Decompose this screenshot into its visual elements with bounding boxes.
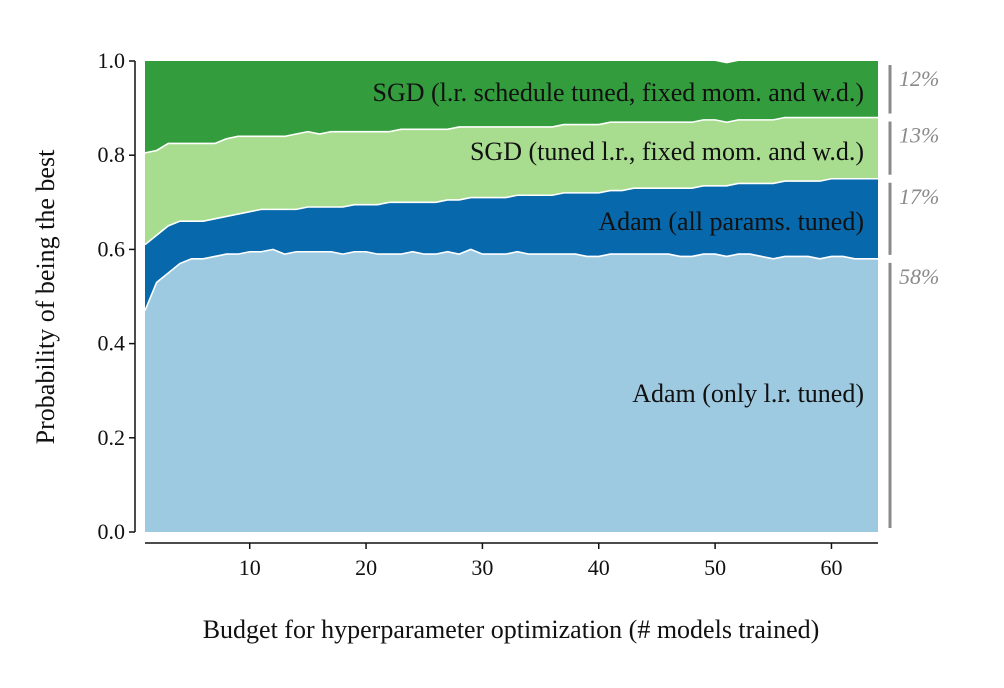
y-tick-label: 0.8 (98, 142, 126, 167)
area-sgd-l-r-schedule-tuned-fixed-mom-and-w-d (145, 61, 878, 153)
x-tick-label: 60 (820, 555, 842, 580)
x-axis-title: Budget for hyperparameter optimization (… (203, 615, 820, 644)
x-tick-label: 40 (588, 555, 610, 580)
series-label-adam-only-l-r-tuned: Adam (only l.r. tuned) (632, 379, 864, 408)
share-label-adam-only-l-r-tuned: 58% (899, 264, 939, 289)
boundary-sgd-tuned-l-r-fixed-mom-and-w-d (144, 116, 878, 154)
y-tick-label: 0.0 (98, 519, 126, 544)
series-label-sgd-tuned-l-r-fixed-mom-and-w-d: SGD (tuned l.r., fixed mom. and w.d.) (470, 137, 864, 166)
series-boundaries (144, 116, 878, 311)
stacked-areas (145, 61, 878, 532)
series-label-adam-all-params-tuned: Adam (all params. tuned) (598, 207, 864, 236)
area-adam-all-params-tuned (145, 178, 878, 311)
y-tick-label: 1.0 (98, 48, 126, 73)
area-adam-only-l-r-tuned (145, 249, 878, 532)
boundary-adam-only-l-r-tuned (144, 248, 878, 311)
x-tick-label: 50 (704, 555, 726, 580)
share-brackets: 58% 17% 13% 12% (888, 65, 939, 528)
boundary-adam-all-params-tuned (144, 177, 878, 246)
y-tick-label: 0.2 (98, 425, 126, 450)
x-tick-label: 10 (239, 555, 261, 580)
series-label-sgd-l-r-schedule-tuned-fixed-mom-and-w-d: SGD (l.r. schedule tuned, fixed mom. and… (373, 78, 865, 107)
series-labels: Adam (only l.r. tuned) Adam (all params. … (373, 78, 865, 408)
y-tick-label: 0.4 (98, 331, 126, 356)
y-axis-title: Probability of being the best (31, 149, 60, 444)
share-label-adam-all-params-tuned: 17% (899, 184, 939, 209)
x-tick-label: 30 (471, 555, 493, 580)
x-tick-label: 20 (355, 555, 377, 580)
y-tick-label: 0.6 (98, 236, 126, 261)
area-sgd-tuned-l-r-fixed-mom-and-w-d (145, 117, 878, 245)
share-label-sgd-tuned-l-r-fixed-mom-and-w-d: 13% (899, 123, 939, 148)
axes: 0.0 0.2 0.4 0.6 0.8 1.0 10 20 30 40 50 60 (98, 48, 878, 580)
share-label-sgd-l-r-schedule-tuned-fixed-mom-and-w-d: 12% (899, 66, 939, 91)
